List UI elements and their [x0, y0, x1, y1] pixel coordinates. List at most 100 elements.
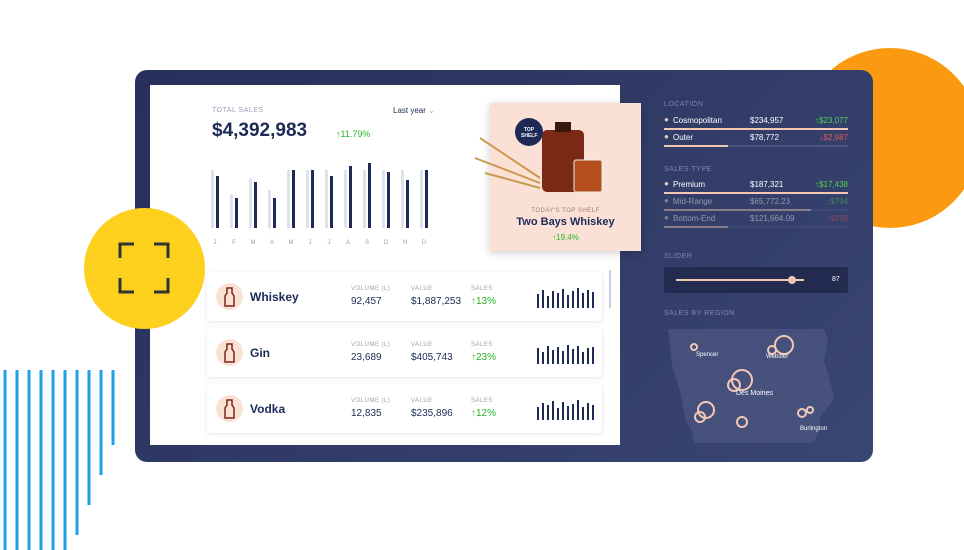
bottle [224, 287, 235, 307]
region-title: SALES BY REGION [664, 310, 735, 317]
sales-bar [368, 163, 371, 228]
sales-bar [230, 194, 233, 228]
row-bar [664, 209, 848, 211]
row-name: Outer [673, 133, 694, 142]
spark-bar [552, 291, 554, 308]
city-label: Webster [766, 354, 788, 360]
sales-bar [216, 176, 219, 228]
value-label: VALUE [411, 342, 433, 348]
spark-bar [542, 352, 544, 364]
bottle [224, 399, 235, 419]
spark-bar [572, 291, 574, 308]
spark-bar [587, 348, 589, 364]
spark-bar [547, 296, 549, 308]
spark-bar [572, 404, 574, 420]
month-label: F [232, 240, 236, 246]
sales-bar [273, 198, 276, 228]
month-label: J [309, 240, 312, 246]
month-label: J [328, 240, 331, 246]
whiskey-image [474, 122, 603, 193]
row-bar-fill [664, 209, 812, 211]
value: $235,896 [411, 408, 453, 419]
total-sales-label: TOTAL SALES [212, 107, 264, 114]
scrollbar[interactable] [609, 270, 611, 308]
spark-bar [562, 351, 564, 364]
period-select[interactable]: Last year ⌄ [393, 106, 435, 115]
product-row[interactable]: Gin VOLUME (L) 23,689 VALUE $405,743 SALES ↑23… [207, 328, 602, 377]
city-label: Spencer [696, 352, 718, 358]
spark-bar [577, 288, 579, 308]
product-row[interactable]: Vodka VOLUME (L) 12,835 VALUE $235,896 SALES ↑… [207, 384, 602, 433]
focus-icon [118, 242, 170, 294]
volume-label: VOLUME (L) [351, 398, 391, 404]
bullet: ● [664, 179, 669, 188]
summary-row: ● Bottom-End $121,664.09 ↓$238 [664, 213, 848, 228]
spark-bar [567, 406, 569, 420]
row-value: $65,772.23 [750, 197, 791, 206]
month-label: M [251, 240, 256, 246]
month-label: N [403, 240, 407, 246]
sales-bar [349, 166, 352, 228]
sales-change: ↑11.79% [336, 129, 371, 139]
row-name: Cosmopolitan [673, 116, 722, 125]
month-label: A [270, 240, 274, 246]
product-row[interactable]: Whiskey VOLUME (L) 92,457 VALUE $1,887,253 SA… [207, 272, 602, 321]
sales-bar [420, 170, 423, 228]
row-bar [664, 128, 848, 130]
row-bar-fill [664, 192, 848, 194]
volume-column: VOLUME (L) 23,689 [351, 342, 390, 363]
month-label: S [365, 240, 369, 246]
top-shelf-name: Two Bays Whiskey [516, 216, 615, 228]
sales-label: SALES [471, 342, 493, 348]
row-name: Mid-Range [673, 197, 713, 206]
month-label: O [384, 240, 389, 246]
volume-column: VOLUME (L) 92,457 [351, 286, 390, 307]
value-column: VALUE $1,887,253 [411, 286, 461, 307]
row-name: Bottom-End [673, 214, 716, 223]
summary-row: ● Premium $187,321 ↑$17,438 [664, 179, 848, 194]
row-change: ↑$17,438 [815, 180, 848, 189]
sparkline [537, 345, 594, 364]
bottle [224, 343, 235, 363]
sales: ↑23% [471, 352, 497, 363]
bottle-icon [216, 339, 243, 366]
row-change: ↓$238 [826, 214, 848, 223]
volume-label: VOLUME (L) [351, 286, 391, 292]
spark-bar [577, 400, 579, 420]
sales-bar [235, 198, 238, 228]
bullet: ● [664, 213, 669, 222]
spark-bar [537, 294, 539, 308]
region-map: Spencer Webster Des Moines Burlington [668, 329, 834, 443]
row-bar-fill [664, 128, 848, 130]
value-column: VALUE $405,743 [411, 342, 453, 363]
sales-bar [211, 170, 214, 228]
sales-bar [382, 170, 385, 228]
sales-bar [406, 180, 409, 228]
value-column: VALUE $235,896 [411, 398, 453, 419]
sales-bar [311, 170, 314, 228]
value: $1,887,253 [411, 296, 462, 307]
summary-row: ● Cosmopolitan $234,957 ↑$23,077 [664, 115, 848, 130]
sales-bar [306, 170, 309, 228]
volume-column: VOLUME (L) 12,835 [351, 398, 390, 419]
top-shelf-badge: TOP SHELF [515, 118, 543, 146]
sales-label: SALES [471, 398, 493, 404]
volume: 23,689 [351, 352, 382, 363]
volume-label: VOLUME (L) [351, 342, 391, 348]
month-label: D [422, 240, 427, 246]
row-value: $234,957 [750, 116, 784, 125]
sales-column: SALES ↑13% [471, 286, 496, 307]
sales-bar [425, 170, 428, 228]
slider-knob[interactable] [788, 276, 796, 284]
spark-bar [567, 345, 569, 364]
spark-bar [572, 349, 574, 364]
slider-box[interactable]: 87 [664, 267, 848, 293]
row-change: ↓$2,987 [819, 133, 848, 142]
sales-bar [254, 182, 257, 228]
row-change: ↑$794 [826, 197, 848, 206]
spark-bar [537, 348, 539, 364]
city-label: Des Moines [736, 390, 773, 397]
product-name: Whiskey [250, 290, 299, 304]
city-label: Burlington [800, 426, 827, 432]
